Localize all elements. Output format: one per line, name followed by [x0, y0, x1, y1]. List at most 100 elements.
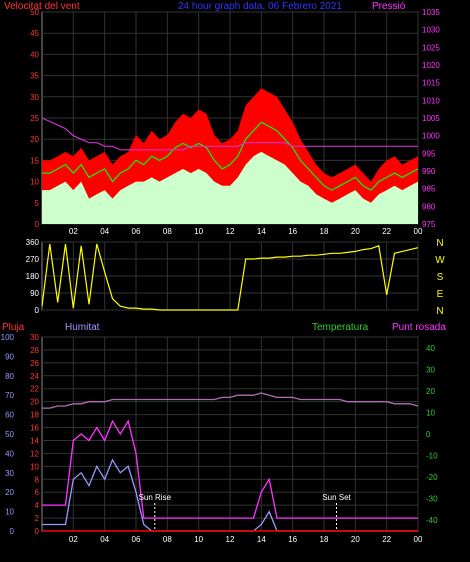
wind-right-label: Pressió — [372, 1, 406, 12]
direction-compass-label: S — [437, 272, 444, 283]
direction-y-tick-label: 90 — [30, 289, 39, 298]
temp-x-tick-label: 18 — [320, 535, 329, 544]
direction-y-tick-label: 180 — [26, 272, 40, 281]
wind-x-tick-label: 18 — [320, 227, 329, 236]
wind-y-tick-label: 15 — [30, 156, 39, 165]
pressure-y-tick-label: 1000 — [422, 132, 440, 141]
humidity-label: Humitat — [65, 322, 100, 333]
temp-x-tick-label: 20 — [351, 535, 360, 544]
pressure-y-tick-label: 980 — [422, 202, 436, 211]
wind-y-tick-label: 10 — [30, 178, 39, 187]
temp-x-tick-label: 02 — [69, 535, 78, 544]
temp-y-tick-label: 40 — [426, 344, 435, 353]
rain-y-tick-label: 80 — [5, 372, 14, 381]
direction-series — [41, 243, 419, 311]
wind-left-label: Velocitat del vent — [4, 1, 80, 12]
humidity-y-tick-label: 4 — [35, 501, 40, 510]
chart-title: 24 hour graph data, 06 Febrero 2021 — [178, 1, 342, 12]
pressure-y-tick-label: 1025 — [422, 43, 440, 52]
temp-x-tick-label: 00 — [414, 535, 423, 544]
wind-y-tick-label: 30 — [30, 93, 39, 102]
humidity-y-tick-label: 14 — [30, 436, 39, 445]
humidity-y-tick-label: 18 — [30, 411, 39, 420]
temp-y-tick-label: -30 — [426, 495, 438, 504]
temp-y-tick-label: -20 — [426, 473, 438, 482]
humidity-y-tick-label: 16 — [30, 424, 39, 433]
direction-series — [41, 243, 419, 311]
wind-avg-series — [42, 121, 419, 191]
temp-x-tick-label: 10 — [194, 535, 203, 544]
humidity-y-tick-label: 28 — [30, 346, 39, 355]
wind-x-tick-label: 14 — [257, 227, 266, 236]
rain-y-tick-label: 0 — [10, 527, 15, 536]
temp-y-tick-label: 10 — [426, 408, 435, 417]
wind-x-tick-label: 12 — [226, 227, 235, 236]
wind-x-tick-label: 06 — [132, 227, 141, 236]
temp-y-tick-label: 0 — [426, 430, 431, 439]
pressure-y-tick-label: 975 — [422, 220, 436, 229]
rain-y-tick-label: 90 — [5, 352, 14, 361]
wind-y-tick-label: 50 — [30, 8, 39, 17]
wind-x-tick-label: 22 — [382, 227, 391, 236]
wind-x-tick-label: 04 — [100, 227, 109, 236]
dewpoint-label: Punt rosada — [392, 322, 446, 333]
wind-y-tick-label: 35 — [30, 72, 39, 81]
humidity-y-tick-label: 8 — [35, 475, 40, 484]
humidity-y-tick-label: 0 — [35, 527, 40, 536]
temp-x-tick-label: 06 — [132, 535, 141, 544]
rain-label: Pluja — [2, 322, 25, 333]
pressure-series — [41, 117, 418, 151]
wind-x-tick-label: 10 — [194, 227, 203, 236]
rain-y-tick-label: 20 — [5, 488, 14, 497]
direction-y-tick-label: 360 — [26, 238, 40, 247]
wind-series — [41, 88, 419, 224]
wind-y-tick-label: 0 — [35, 220, 40, 229]
wind-low-series — [42, 151, 418, 224]
wind-x-tick-label: 16 — [288, 227, 297, 236]
rain-y-tick-label: 30 — [5, 469, 14, 478]
humidity-y-tick-label: 10 — [30, 462, 39, 471]
dewpoint-series — [42, 392, 419, 409]
wind-y-tick-label: 20 — [30, 135, 39, 144]
humidity-y-tick-label: 26 — [30, 359, 39, 368]
temp-y-tick-label: -40 — [426, 516, 438, 525]
pressure-y-tick-label: 1005 — [422, 114, 440, 123]
pressure-y-tick-label: 1015 — [422, 79, 440, 88]
temp-x-tick-label: 04 — [100, 535, 109, 544]
humidity-y-tick-label: 2 — [35, 514, 40, 523]
rain-y-tick-label: 40 — [5, 449, 14, 458]
temp-y-tick-label: 20 — [426, 387, 435, 396]
humidity-y-tick-label: 22 — [30, 385, 39, 394]
wind-y-tick-label: 45 — [30, 29, 39, 38]
direction-compass-label: N — [436, 306, 443, 317]
rain-y-tick-label: 50 — [5, 430, 14, 439]
dewpoint-low-series — [42, 419, 418, 519]
wind-x-tick-label: 20 — [351, 227, 360, 236]
wind-x-tick-label: 00 — [414, 227, 423, 236]
wind-x-tick-label: 02 — [69, 227, 78, 236]
sunrise-label: Sun Rise — [139, 493, 172, 502]
pressure-y-tick-label: 1020 — [422, 61, 440, 70]
direction-compass-label: E — [437, 289, 444, 300]
humidity-y-tick-label: 6 — [35, 488, 40, 497]
pressure-y-tick-label: 995 — [422, 149, 436, 158]
direction-y-tick-label: 0 — [35, 306, 40, 315]
temp-ticks: 0246810121416182022242628300102030405060… — [1, 333, 438, 544]
humidity-y-tick-label: 24 — [30, 372, 39, 381]
temp-x-tick-label: 16 — [288, 535, 297, 544]
temp-x-tick-label: 14 — [257, 535, 266, 544]
temperature-label: Temperatura — [312, 322, 369, 333]
wind-y-tick-label: 40 — [30, 50, 39, 59]
rain-y-tick-label: 10 — [5, 508, 14, 517]
pressure-y-tick-label: 1030 — [422, 26, 440, 35]
wind-x-tick-label: 08 — [163, 227, 172, 236]
wind-y-tick-label: 5 — [35, 199, 40, 208]
temp-x-tick-label: 08 — [163, 535, 172, 544]
temp-y-tick-label: -10 — [426, 452, 438, 461]
pressure-y-tick-label: 985 — [422, 185, 436, 194]
direction-compass-label: N — [436, 238, 443, 249]
direction-compass-label: W — [435, 255, 445, 266]
direction-y-tick-label: 270 — [26, 255, 40, 264]
humidity-y-tick-label: 20 — [30, 398, 39, 407]
